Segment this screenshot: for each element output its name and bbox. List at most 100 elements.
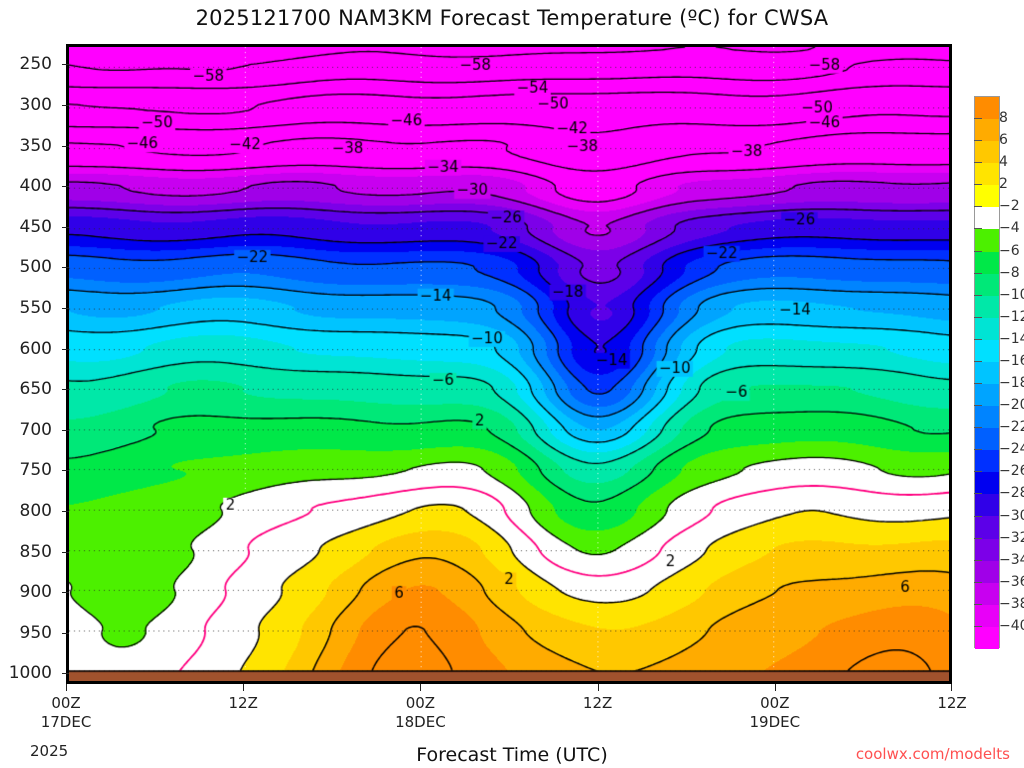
x-tick-time: 12Z: [228, 694, 258, 712]
x-tick-date: 19DEC: [749, 713, 801, 731]
colorbar-tick: [974, 559, 982, 561]
colorbar-tick: [974, 250, 982, 252]
y-tick-label: 900: [19, 582, 52, 603]
colorbar-label: −2: [999, 198, 1020, 215]
colorbar-tick: [974, 427, 982, 429]
colorbar-tick: [974, 228, 982, 230]
x-tick-time: 12Z: [937, 694, 967, 712]
y-tick-mark: [62, 389, 69, 391]
x-tick-label: 12Z: [229, 694, 258, 713]
colorbar-label: −30: [999, 507, 1024, 524]
colorbar-label: −8: [999, 264, 1020, 281]
colorbar-tick: [974, 625, 982, 627]
x-tick-time: 00Z: [405, 694, 436, 712]
colorbar-tick: [974, 603, 982, 605]
x-tick-mark: [243, 684, 245, 691]
y-tick-mark: [62, 551, 69, 553]
y-tick-mark: [62, 429, 69, 431]
x-tick-mark: [951, 684, 952, 691]
y-tick-mark: [62, 348, 69, 350]
colorbar-segment: [975, 295, 999, 318]
y-tick-mark: [62, 186, 69, 188]
x-tick-time: 12Z: [582, 694, 613, 712]
colorbar-label: −36: [999, 573, 1024, 590]
colorbar-tick: [974, 581, 982, 583]
colorbar-segment: [975, 494, 999, 517]
colorbar-label: −38: [999, 595, 1024, 612]
colorbar-label: 6: [999, 132, 1008, 149]
y-tick-mark: [62, 145, 69, 147]
y-tick-label: 950: [19, 622, 52, 643]
y-tick-mark: [62, 307, 69, 309]
colorbar-tick: [974, 360, 982, 362]
y-tick-mark: [62, 226, 69, 228]
y-tick-mark: [62, 592, 69, 594]
x-tick-label: 00Z 17DEC: [41, 694, 92, 732]
colorbar-label: −26: [999, 463, 1024, 480]
y-tick-label: 1000: [8, 663, 52, 684]
y-tick-mark: [62, 673, 69, 675]
y-tick-mark: [62, 104, 69, 106]
colorbar-segment: [975, 339, 999, 362]
colorbar: [974, 96, 1000, 649]
y-tick-label: 250: [19, 54, 52, 75]
y-tick-mark: [62, 511, 69, 512]
x-axis-title: Forecast Time (UTC): [416, 744, 608, 766]
colorbar-segment: [975, 207, 999, 230]
x-tick-label: 12Z: [583, 694, 612, 713]
colorbar-tick: [974, 118, 982, 120]
colorbar-label: −10: [999, 286, 1024, 303]
colorbar-tick: [974, 471, 982, 473]
y-tick-mark: [62, 267, 69, 269]
colorbar-segment: [975, 185, 999, 208]
colorbar-label: −16: [999, 352, 1024, 369]
colorbar-segment: [975, 538, 999, 561]
colorbar-segment: [975, 450, 999, 473]
colorbar-segment: [975, 163, 999, 186]
x-tick-label: 00Z 18DEC: [395, 694, 446, 732]
y-tick-label: 700: [19, 419, 52, 440]
colorbar-segment: [975, 119, 999, 142]
x-tick-time: 00Z: [51, 694, 81, 712]
contour-canvas-wrapper: [69, 47, 949, 681]
plot-area: [66, 44, 952, 684]
x-tick-mark: [420, 684, 422, 691]
colorbar-label: −4: [999, 220, 1020, 237]
x-tick-label: 12Z: [937, 694, 966, 713]
y-tick-label: 750: [19, 460, 52, 481]
colorbar-label: 2: [999, 176, 1008, 193]
x-tick-mark: [66, 684, 67, 691]
colorbar-segment: [975, 251, 999, 274]
colorbar-segment: [975, 317, 999, 340]
colorbar-segment: [975, 560, 999, 583]
colorbar-tick: [974, 449, 982, 451]
watermark: coolwx.com/modelts: [855, 745, 1010, 763]
temperature-cross-section-canvas: [69, 47, 949, 681]
colorbar-segment: [975, 97, 999, 120]
y-tick-label: 450: [19, 216, 52, 237]
x-tick-mark: [597, 684, 599, 691]
colorbar-label: 8: [999, 110, 1008, 127]
colorbar-segment: [975, 582, 999, 605]
colorbar-tick: [974, 316, 982, 318]
colorbar-tick: [974, 405, 982, 407]
colorbar-tick: [974, 162, 982, 164]
colorbar-label: −28: [999, 485, 1024, 502]
colorbar-label: 4: [999, 154, 1008, 171]
colorbar-tick: [974, 537, 982, 539]
colorbar-segment: [975, 626, 999, 649]
colorbar-label: −32: [999, 529, 1024, 546]
page-title: 2025121700 NAM3KM Forecast Temperature (…: [195, 6, 829, 30]
colorbar-tick: [974, 493, 982, 495]
colorbar-tick: [974, 515, 982, 517]
y-tick-label: 500: [19, 257, 52, 278]
x-tick-date: 17DEC: [40, 713, 92, 731]
y-axis-pressure: 250 300 350 400 450 500 550 600 650 700 750 800 850 9…: [0, 44, 69, 684]
colorbar-segment: [975, 273, 999, 296]
colorbar-tick: [974, 338, 982, 340]
colorbar-label: −34: [999, 551, 1024, 568]
x-tick-time: 00Z: [760, 694, 790, 712]
colorbar-tick: [974, 272, 982, 274]
y-tick-label: 850: [19, 541, 52, 562]
y-tick-mark: [62, 632, 69, 634]
